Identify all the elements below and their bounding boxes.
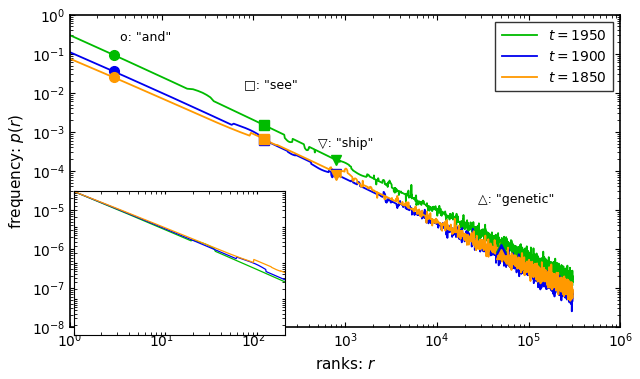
$t = 1850$ (418, 209, 426, 213)
Text: △: "genetic": △: "genetic" (478, 193, 554, 206)
$t = 1850$ (564, 287, 572, 291)
Line: $t = 1900$: $t = 1900$ (70, 52, 572, 311)
Line: $t = 1950$: $t = 1950$ (70, 35, 572, 291)
$t = 1850$ (566, 299, 574, 303)
$t = 1900$ (418, 216, 426, 220)
$t = 1900$ (550, 282, 558, 287)
$t = 1900$ (568, 292, 576, 297)
$t = 1900$ (568, 309, 575, 313)
$t = 1950$ (566, 289, 573, 293)
$t = 1900$ (564, 289, 572, 294)
Text: ▽: "ship": ▽: "ship" (317, 138, 373, 150)
$t = 1850$ (550, 279, 558, 283)
Line: $t = 1850$: $t = 1850$ (70, 59, 572, 301)
X-axis label: ranks: $r$: ranks: $r$ (315, 356, 376, 372)
$t = 1950$ (564, 276, 572, 281)
$t = 1850$ (66, 56, 74, 61)
$t = 1900$ (66, 50, 74, 55)
Text: □: "see": □: "see" (244, 78, 298, 91)
Legend: $t = 1950$, $t = 1900$, $t = 1850$: $t = 1950$, $t = 1900$, $t = 1850$ (495, 22, 614, 91)
$t = 1850$ (485, 244, 493, 249)
$t = 1900$ (566, 290, 574, 295)
$t = 1950$ (66, 33, 74, 38)
$t = 1950$ (550, 269, 558, 274)
Y-axis label: frequency: $p(r)$: frequency: $p(r)$ (7, 113, 26, 229)
$t = 1950$ (566, 278, 574, 282)
$t = 1950$ (543, 266, 551, 270)
$t = 1950$ (418, 200, 426, 205)
$t = 1900$ (543, 278, 551, 282)
$t = 1950$ (485, 236, 493, 240)
$t = 1850$ (568, 288, 576, 293)
Text: o: "and": o: "and" (120, 31, 171, 44)
$t = 1850$ (566, 287, 574, 292)
$t = 1850$ (543, 275, 551, 280)
$t = 1950$ (568, 280, 576, 285)
$t = 1900$ (485, 248, 493, 252)
